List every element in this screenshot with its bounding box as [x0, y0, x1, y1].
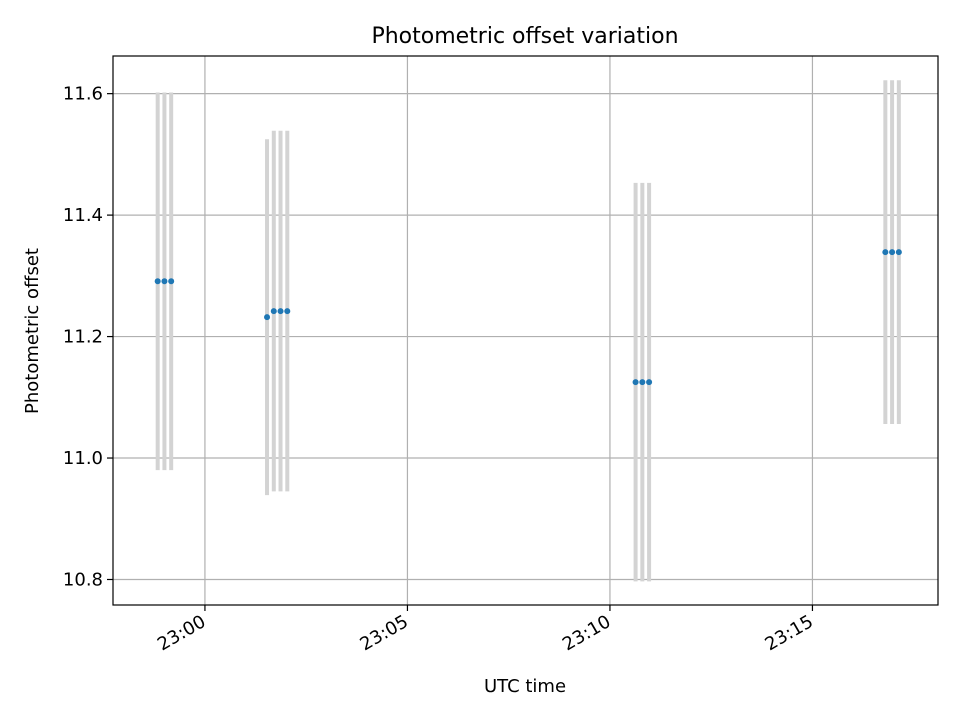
- plot-frame: [112, 55, 939, 606]
- error-bars: [155, 80, 901, 582]
- data-point: [270, 308, 277, 315]
- data-point: [882, 249, 889, 256]
- chart-title: Photometric offset variation: [371, 24, 678, 49]
- y-tick-label: 11.0: [63, 448, 103, 469]
- y-axis-label: Photometric offset: [22, 248, 43, 414]
- data-point: [161, 278, 168, 285]
- data-point: [639, 379, 646, 386]
- x-tick-label: 23:10: [559, 611, 614, 655]
- x-axis: 23:00 23:05 23:10 23:15: [154, 605, 817, 655]
- y-tick-label: 11.4: [63, 205, 103, 226]
- data-point: [154, 278, 161, 285]
- data-points: [154, 249, 902, 386]
- data-point: [889, 249, 896, 256]
- y-tick-label: 10.8: [63, 569, 103, 590]
- grid-lines: [113, 56, 938, 605]
- x-tick-label: 23:15: [762, 611, 817, 655]
- data-point: [277, 308, 284, 315]
- data-point: [646, 379, 653, 386]
- x-axis-label: UTC time: [484, 676, 566, 697]
- x-tick-label: 23:05: [357, 611, 412, 655]
- y-tick-label: 11.2: [63, 327, 103, 348]
- data-point: [284, 308, 291, 315]
- y-tick-label: 11.6: [63, 84, 103, 105]
- data-point: [168, 278, 175, 285]
- data-point: [264, 314, 271, 321]
- data-point: [632, 379, 639, 386]
- data-point: [895, 249, 902, 256]
- x-tick-label: 23:00: [154, 611, 209, 655]
- y-axis: 10.8 11.0 11.2 11.4 11.6: [63, 84, 113, 590]
